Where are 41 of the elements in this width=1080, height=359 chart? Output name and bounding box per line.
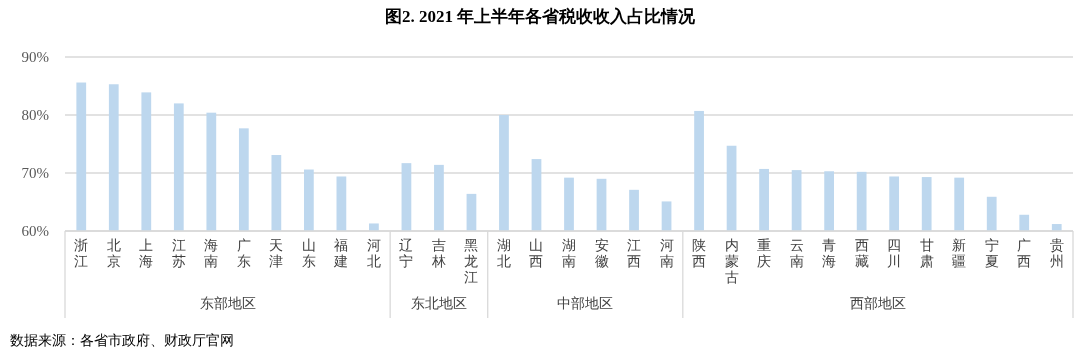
x-tick-label: 内蒙古 bbox=[724, 237, 739, 285]
y-tick-label: 70% bbox=[21, 165, 49, 182]
x-tick-label: 青海 bbox=[822, 237, 837, 269]
x-tick-label: 河南 bbox=[659, 237, 674, 269]
x-tick-label: 安徽 bbox=[594, 237, 609, 269]
x-tick-label: 浙江 bbox=[74, 237, 89, 269]
x-tick-label: 黑龙江 bbox=[464, 237, 479, 285]
chart-title: 图2. 2021 年上半年各省税收收入占比情况 bbox=[384, 7, 697, 26]
y-tick-label: 90% bbox=[21, 49, 49, 66]
x-tick-label: 新疆 bbox=[952, 237, 967, 269]
x-tick-label: 甘肃 bbox=[919, 237, 934, 269]
x-tick-label: 江西 bbox=[627, 237, 642, 269]
x-tick-label: 吉林 bbox=[430, 237, 446, 269]
x-tick-label: 云南 bbox=[789, 237, 804, 269]
x-tick-label: 湖南 bbox=[562, 237, 576, 269]
x-tick-label: 海南 bbox=[204, 237, 219, 269]
x-tick-label: 河北 bbox=[366, 237, 381, 269]
text: 西部地区 bbox=[849, 295, 906, 311]
source-note: 数据来源：各省市政府、财政厅官网 bbox=[10, 332, 234, 348]
x-tick-label: 西藏 bbox=[854, 237, 869, 269]
text: 中部地区 bbox=[557, 295, 614, 311]
y-tick-label: 80% bbox=[21, 107, 49, 124]
x-tick-label: 陕西 bbox=[692, 237, 707, 269]
x-tick-label: 贵州 bbox=[1049, 237, 1064, 269]
text: 东北地区 bbox=[410, 295, 467, 311]
x-tick-label: 广东 bbox=[236, 237, 251, 269]
x-tick-label: 山东 bbox=[301, 237, 316, 269]
x-tick-label: 湖北 bbox=[496, 237, 511, 269]
x-tick-label: 山西 bbox=[529, 237, 544, 269]
x-tick-label: 重庆 bbox=[757, 237, 772, 269]
x-tick-label: 天津 bbox=[269, 237, 284, 269]
x-tick-label: 宁夏 bbox=[984, 237, 999, 269]
x-tick-label: 江苏 bbox=[171, 237, 186, 269]
x-tick-label: 福建 bbox=[333, 237, 349, 269]
x-tick-label: 四川 bbox=[887, 237, 902, 269]
y-tick-label: 60% bbox=[21, 223, 49, 240]
x-tick-label: 北京 bbox=[106, 237, 121, 269]
x-tick-label: 上海 bbox=[139, 237, 154, 269]
text: 东部地区 bbox=[199, 295, 256, 311]
x-tick-label: 辽宁 bbox=[399, 237, 414, 269]
x-tick-label: 广西 bbox=[1017, 237, 1032, 269]
